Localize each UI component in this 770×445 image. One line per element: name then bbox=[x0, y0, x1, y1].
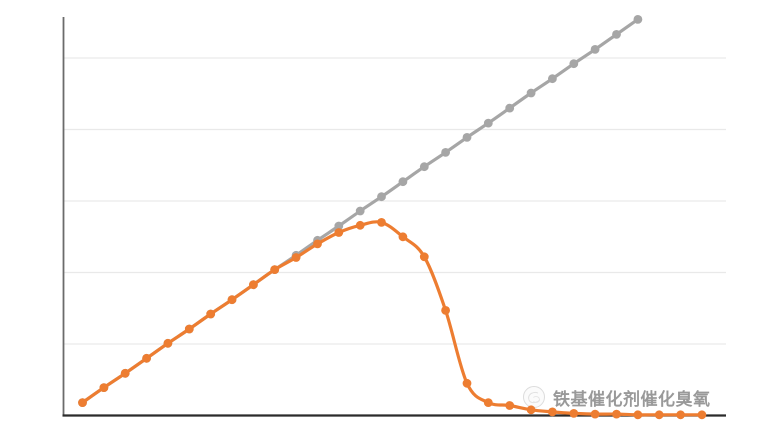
data-point-marker-orange-peak-then-decay-series bbox=[355, 220, 365, 230]
data-point-marker-orange-peak-then-decay-series bbox=[334, 228, 344, 237]
watermark-text: 铁基催化剂催化臭氧 bbox=[553, 389, 711, 409]
data-point-marker-orange-peak-then-decay-series bbox=[569, 409, 579, 418]
data-point-marker-orange-peak-then-decay-series bbox=[206, 309, 216, 319]
data-point-marker-orange-peak-then-decay-series bbox=[419, 252, 429, 262]
data-point-marker-orange-peak-then-decay-series bbox=[633, 410, 643, 420]
data-point-marker-orange-peak-then-decay-series bbox=[548, 407, 557, 417]
data-point-marker-orange-peak-then-decay-series bbox=[313, 239, 322, 249]
data-point-marker-orange-peak-then-decay-series bbox=[163, 338, 173, 348]
data-point-marker-orange-peak-then-decay-series bbox=[526, 405, 536, 415]
data-point-marker-gray-linear-rising-series bbox=[398, 177, 408, 187]
data-point-marker-orange-peak-then-decay-series bbox=[590, 409, 600, 419]
data-point-marker-gray-linear-rising-series bbox=[505, 103, 515, 113]
data-point-marker-orange-peak-then-decay-series bbox=[184, 324, 194, 334]
data-point-marker-orange-peak-then-decay-series bbox=[505, 401, 515, 410]
series-line-orange-peak-then-decay-series bbox=[80, 220, 704, 417]
data-point-marker-orange-peak-then-decay-series bbox=[377, 218, 386, 227]
data-point-marker-orange-peak-then-decay-series bbox=[227, 295, 237, 305]
data-point-marker-gray-linear-rising-series bbox=[526, 88, 536, 98]
data-point-marker-orange-peak-then-decay-series bbox=[697, 410, 707, 420]
data-point-marker-orange-peak-then-decay-series bbox=[99, 383, 109, 392]
data-point-marker-gray-linear-rising-series bbox=[441, 148, 450, 157]
data-point-marker-gray-linear-rising-series bbox=[334, 221, 344, 231]
data-point-marker-orange-peak-then-decay-series bbox=[78, 398, 87, 407]
data-point-marker-orange-peak-then-decay-series bbox=[654, 410, 664, 420]
watermark: 铁基催化剂催化臭氧 bbox=[523, 384, 711, 410]
data-point-marker-orange-peak-then-decay-series bbox=[270, 265, 280, 274]
data-point-marker-orange-peak-then-decay-series bbox=[441, 306, 450, 315]
data-point-marker-gray-linear-rising-series bbox=[462, 133, 472, 142]
data-point-marker-gray-linear-rising-series bbox=[377, 192, 386, 202]
data-point-marker-orange-peak-then-decay-series bbox=[142, 353, 152, 363]
data-point-marker-orange-peak-then-decay-series bbox=[462, 378, 472, 388]
data-point-marker-gray-linear-rising-series bbox=[612, 30, 621, 39]
data-point-marker-gray-linear-rising-series bbox=[633, 15, 643, 24]
data-point-marker-orange-peak-then-decay-series bbox=[291, 253, 301, 262]
data-point-marker-orange-peak-then-decay-series bbox=[676, 410, 685, 420]
data-point-marker-orange-peak-then-decay-series bbox=[249, 280, 258, 290]
data-point-marker-gray-linear-rising-series bbox=[569, 59, 579, 69]
data-point-marker-gray-linear-rising-series bbox=[419, 162, 429, 172]
data-point-marker-gray-linear-rising-series bbox=[483, 118, 493, 128]
data-point-marker-gray-linear-rising-series bbox=[590, 45, 600, 54]
data-point-marker-orange-peak-then-decay-series bbox=[120, 368, 130, 378]
data-point-marker-orange-peak-then-decay-series bbox=[398, 232, 408, 242]
data-point-marker-orange-peak-then-decay-series bbox=[612, 409, 621, 419]
data-point-marker-gray-linear-rising-series bbox=[548, 74, 557, 84]
data-point-marker-orange-peak-then-decay-series bbox=[483, 398, 493, 407]
data-point-marker-gray-linear-rising-series bbox=[355, 206, 365, 216]
